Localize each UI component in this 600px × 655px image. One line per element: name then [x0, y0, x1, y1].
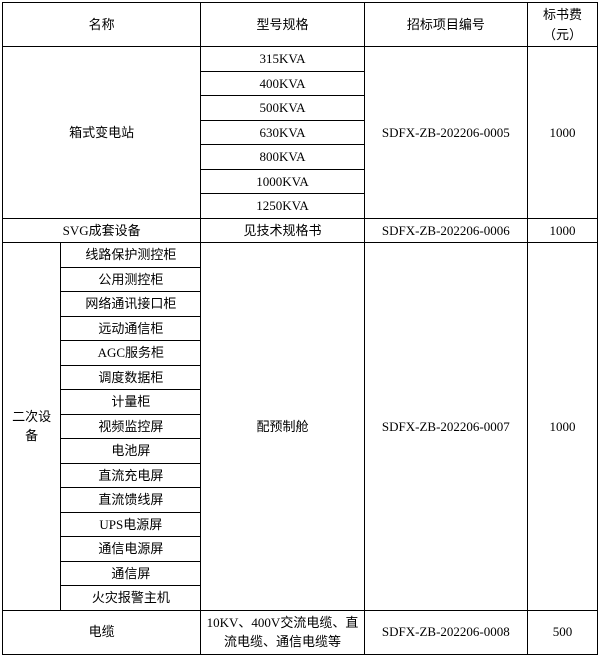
- cell-sub: 电池屏: [61, 439, 201, 464]
- procurement-table: 名称 型号规格 招标项目编号 标书费（元） 箱式变电站 315KVA SDFX-…: [2, 2, 598, 655]
- cell-project-no: SDFX-ZB-202206-0008: [364, 610, 527, 654]
- cell-project-no: SDFX-ZB-202206-0005: [364, 47, 527, 219]
- cell-sub: 直流馈线屏: [61, 488, 201, 513]
- cell-fee: 1000: [527, 218, 597, 243]
- cell-project-no: SDFX-ZB-202206-0007: [364, 243, 527, 611]
- cell-fee: 1000: [527, 243, 597, 611]
- header-fee: 标书费（元）: [527, 3, 597, 47]
- cell-name: 二次设备: [3, 243, 61, 611]
- cell-fee: 500: [527, 610, 597, 654]
- cell-spec: 500KVA: [201, 96, 364, 121]
- cell-spec: 315KVA: [201, 47, 364, 72]
- cell-spec: 1000KVA: [201, 169, 364, 194]
- cell-sub: 通信电源屏: [61, 537, 201, 562]
- cell-sub: 通信屏: [61, 561, 201, 586]
- cell-sub: UPS电源屏: [61, 512, 201, 537]
- cell-spec: 1250KVA: [201, 194, 364, 219]
- header-spec: 型号规格: [201, 3, 364, 47]
- cell-sub: AGC服务柜: [61, 341, 201, 366]
- cell-spec: 10KV、400V交流电缆、直流电缆、通信电缆等: [201, 610, 364, 654]
- cell-sub: 计量柜: [61, 390, 201, 415]
- cell-name: 电缆: [3, 610, 201, 654]
- cell-spec: 630KVA: [201, 120, 364, 145]
- cell-sub: 调度数据柜: [61, 365, 201, 390]
- cell-name: 箱式变电站: [3, 47, 201, 219]
- cell-spec: 配预制舱: [201, 243, 364, 611]
- cell-name: SVG成套设备: [3, 218, 201, 243]
- cell-spec: 见技术规格书: [201, 218, 364, 243]
- cell-sub: 公用测控柜: [61, 267, 201, 292]
- cell-sub: 网络通讯接口柜: [61, 292, 201, 317]
- table-row: 箱式变电站 315KVA SDFX-ZB-202206-0005 1000: [3, 47, 598, 72]
- table-row: 电缆 10KV、400V交流电缆、直流电缆、通信电缆等 SDFX-ZB-2022…: [3, 610, 598, 654]
- cell-fee: 1000: [527, 47, 597, 219]
- header-name: 名称: [3, 3, 201, 47]
- table-row: 二次设备 线路保护测控柜 配预制舱 SDFX-ZB-202206-0007 10…: [3, 243, 598, 268]
- table-header-row: 名称 型号规格 招标项目编号 标书费（元）: [3, 3, 598, 47]
- cell-sub: 直流充电屏: [61, 463, 201, 488]
- cell-sub: 线路保护测控柜: [61, 243, 201, 268]
- table-row: SVG成套设备 见技术规格书 SDFX-ZB-202206-0006 1000: [3, 218, 598, 243]
- cell-sub: 火灾报警主机: [61, 586, 201, 611]
- cell-sub: 远动通信柜: [61, 316, 201, 341]
- cell-sub: 视频监控屏: [61, 414, 201, 439]
- cell-project-no: SDFX-ZB-202206-0006: [364, 218, 527, 243]
- header-project-no: 招标项目编号: [364, 3, 527, 47]
- cell-spec: 400KVA: [201, 71, 364, 96]
- cell-spec: 800KVA: [201, 145, 364, 170]
